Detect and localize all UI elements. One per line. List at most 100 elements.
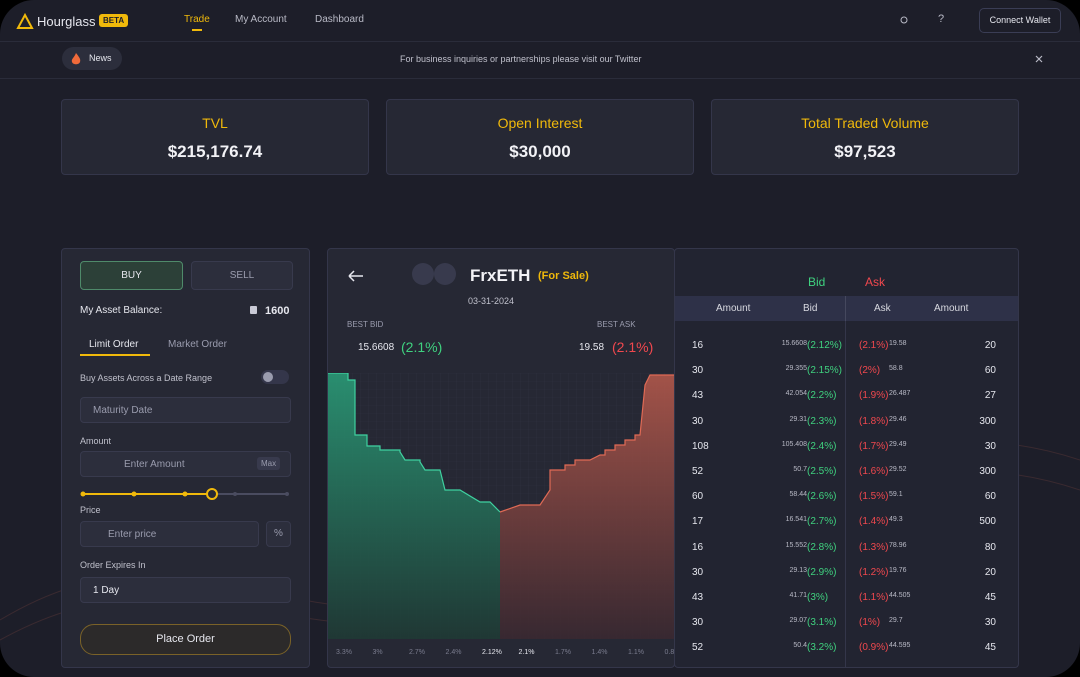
ask-price: 29.46	[889, 415, 907, 423]
balance-label: My Asset Balance:	[80, 305, 163, 316]
ask-price: 29.7	[889, 617, 903, 625]
book-row: 60 58.44 (2.6%) (1.5%) 59.1 60	[675, 485, 1018, 510]
max-button[interactable]: Max	[257, 457, 281, 470]
ask-price: 44.505	[889, 592, 911, 599]
bid-pct: (2.2%)	[807, 390, 837, 402]
limit-order-tab[interactable]: Limit Order	[89, 339, 139, 350]
fire-icon	[71, 53, 81, 65]
beta-badge: BETA	[99, 14, 129, 27]
price-input[interactable]: Enter price	[80, 521, 259, 547]
bid-amount: 60	[692, 491, 704, 503]
axis-label: 0.8%	[664, 649, 675, 656]
amount-input[interactable]: Enter Amount Max	[80, 451, 291, 477]
amount-label: Amount	[80, 436, 112, 446]
bid-price: 16.541	[785, 516, 807, 524]
ask-amount: 60	[984, 491, 996, 503]
column-label: Ask	[874, 303, 891, 314]
ask-pct: (1.4%)	[859, 516, 889, 528]
order-panel: BUY SELL My Asset Balance: 1600 Limit Or…	[61, 248, 310, 668]
bid-amount: 52	[692, 466, 704, 477]
percent-button[interactable]: %	[266, 521, 291, 547]
amount-slider[interactable]	[80, 487, 290, 501]
placeholder: Enter Amount	[124, 459, 185, 470]
book-row: 43 42.054 (2.2%) (1.9%) 26.487 27	[675, 384, 1018, 409]
axis-label: 1.7%	[555, 649, 571, 656]
book-row: 52 50.7 (2.5%) (1.6%) 29.52 300	[675, 460, 1018, 485]
stat-card: Total Traded Volume $97,523	[711, 99, 1019, 175]
ask-pct: (1%)	[859, 617, 881, 629]
bid-pct: (2.8%)	[807, 541, 837, 553]
book-row: 16 15.552 (2.8%) (1.3%) 78.96 80	[675, 536, 1018, 561]
ask-amount: 45	[984, 592, 996, 603]
bid-pct: (2.3%)	[807, 415, 837, 427]
ask-pct: (1.9%)	[859, 390, 889, 402]
market-order-tab[interactable]: Market Order	[168, 339, 227, 350]
bid-price: 29.13	[789, 566, 807, 574]
bid-price: 15.552	[785, 541, 807, 549]
expires-select[interactable]: 1 Day	[80, 577, 291, 603]
nav-link[interactable]: Trade	[184, 14, 210, 25]
bid-pct: (2.4%)	[807, 440, 837, 452]
book-row: 17 16.541 (2.7%) (1.4%) 49.3 500	[675, 510, 1018, 535]
sell-tab[interactable]: SELL	[191, 261, 293, 290]
stat-label: Total Traded Volume	[801, 115, 929, 131]
close-icon[interactable]	[1035, 55, 1043, 63]
ask-amount: 30	[984, 617, 996, 629]
ask-price: 26.487	[889, 390, 911, 398]
axis-label: 3.3%	[336, 649, 352, 656]
bid-amount: 52	[692, 642, 704, 654]
bid-amount: 17	[692, 516, 704, 528]
bid-price: 29.355	[785, 365, 807, 373]
price-label: Price	[80, 505, 101, 515]
axis-label: 3%	[372, 649, 383, 656]
bid-pct: (2.5%)	[807, 466, 837, 477]
nav-underline	[192, 29, 202, 31]
ask-pct: (1.3%)	[859, 541, 889, 553]
book-row: 43 41.71 (3%) (1.1%) 44.505 45	[675, 586, 1018, 611]
ask-amount: 500	[979, 516, 996, 528]
bid-price: 15.6608	[781, 340, 807, 347]
help-icon[interactable]: ?	[938, 13, 945, 25]
ask-pct: (1.6%)	[859, 466, 889, 477]
ask-price: 19.58	[889, 340, 907, 347]
banner-message: For business inquiries or partnerships p…	[400, 54, 642, 64]
ask-price: 19.76	[889, 566, 907, 574]
expires-label: Order Expires In	[80, 560, 146, 570]
bid-pct: (2.12%)	[807, 340, 843, 351]
theme-icon[interactable]	[898, 14, 910, 26]
bid-pct: (2.7%)	[807, 516, 837, 528]
bid-pct: (2.15%)	[807, 365, 843, 377]
ask-amount: 45	[984, 642, 996, 654]
ask-price: 78.96	[889, 541, 907, 549]
news-label: News	[89, 53, 112, 63]
ask-price: 49.3	[889, 516, 903, 524]
place-order-button[interactable]: Place Order	[80, 624, 291, 655]
back-arrow[interactable]	[348, 270, 364, 282]
buy-tab[interactable]: BUY	[80, 261, 183, 290]
maturity-select[interactable]: Maturity Date	[80, 397, 291, 423]
depth-chart	[328, 373, 674, 639]
ask-pct: (2%)	[859, 365, 881, 377]
ask-price: 44.595	[889, 642, 911, 650]
book-row: 30 29.355 (2.15%) (2%) 58.8 60	[675, 359, 1018, 384]
ask-amount: 20	[984, 566, 996, 578]
nav-link[interactable]: Dashboard	[315, 14, 364, 25]
bid-pct: (3.1%)	[807, 617, 837, 629]
column-header: Amount Bid Ask Amount	[675, 296, 1018, 321]
nav-link[interactable]: My Account	[235, 14, 287, 25]
stat-value: $97,523	[834, 142, 896, 161]
news-pill[interactable]: News	[62, 47, 122, 70]
ask-amount: 300	[979, 415, 996, 427]
book-row: 108 105.408 (2.4%) (1.7%) 29.49 30	[675, 435, 1018, 460]
bid-price: 50.7	[793, 466, 807, 473]
ask-pct: (0.9%)	[859, 642, 889, 654]
bid-price: 58.44	[789, 491, 807, 499]
market-status: (For Sale)	[538, 270, 589, 282]
connect-wallet[interactable]: Connect Wallet	[979, 8, 1061, 33]
bid-price: 105.408	[781, 440, 807, 448]
column-divider	[845, 296, 846, 321]
ask-amount: 20	[984, 340, 996, 351]
bid-heading: Bid	[808, 275, 826, 289]
range-toggle[interactable]	[261, 370, 289, 384]
best-bid-pct: (2.1%)	[401, 339, 443, 355]
